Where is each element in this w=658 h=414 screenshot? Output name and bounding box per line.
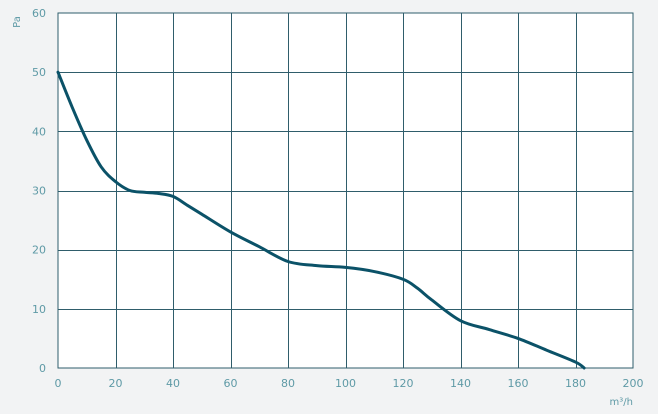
x-tick-label: 160 — [508, 377, 529, 390]
x-tick-label: 20 — [109, 377, 123, 390]
series-line — [56, 70, 586, 370]
y-tick-label: 60 — [32, 7, 46, 20]
y-axis-label: Pa — [12, 16, 23, 28]
y-tick-label: 40 — [32, 125, 46, 138]
y-tick-label: 30 — [32, 185, 46, 198]
x-tick-label: 120 — [393, 377, 414, 390]
y-tick-label: 50 — [32, 66, 46, 79]
y-tick-labels: 0 10 20 30 40 50 60 — [32, 7, 46, 375]
y-tick-label: 20 — [32, 244, 46, 257]
series-group — [56, 70, 586, 370]
x-tick-label: 40 — [166, 377, 180, 390]
y-tick-label: 10 — [32, 303, 46, 316]
x-tick-label: 100 — [335, 377, 356, 390]
x-tick-label: 180 — [565, 377, 586, 390]
x-tick-label: 200 — [623, 377, 644, 390]
x-tick-labels: 0 20 40 60 80 100 120 140 160 180 200 — [55, 377, 644, 390]
y-tick-label: 0 — [39, 362, 46, 375]
x-tick-label: 140 — [450, 377, 471, 390]
x-axis-label: m³/h — [610, 397, 633, 408]
x-tick-label: 0 — [55, 377, 62, 390]
plot-area — [57, 12, 634, 369]
x-tick-label: 80 — [281, 377, 295, 390]
x-tick-label: 60 — [224, 377, 238, 390]
